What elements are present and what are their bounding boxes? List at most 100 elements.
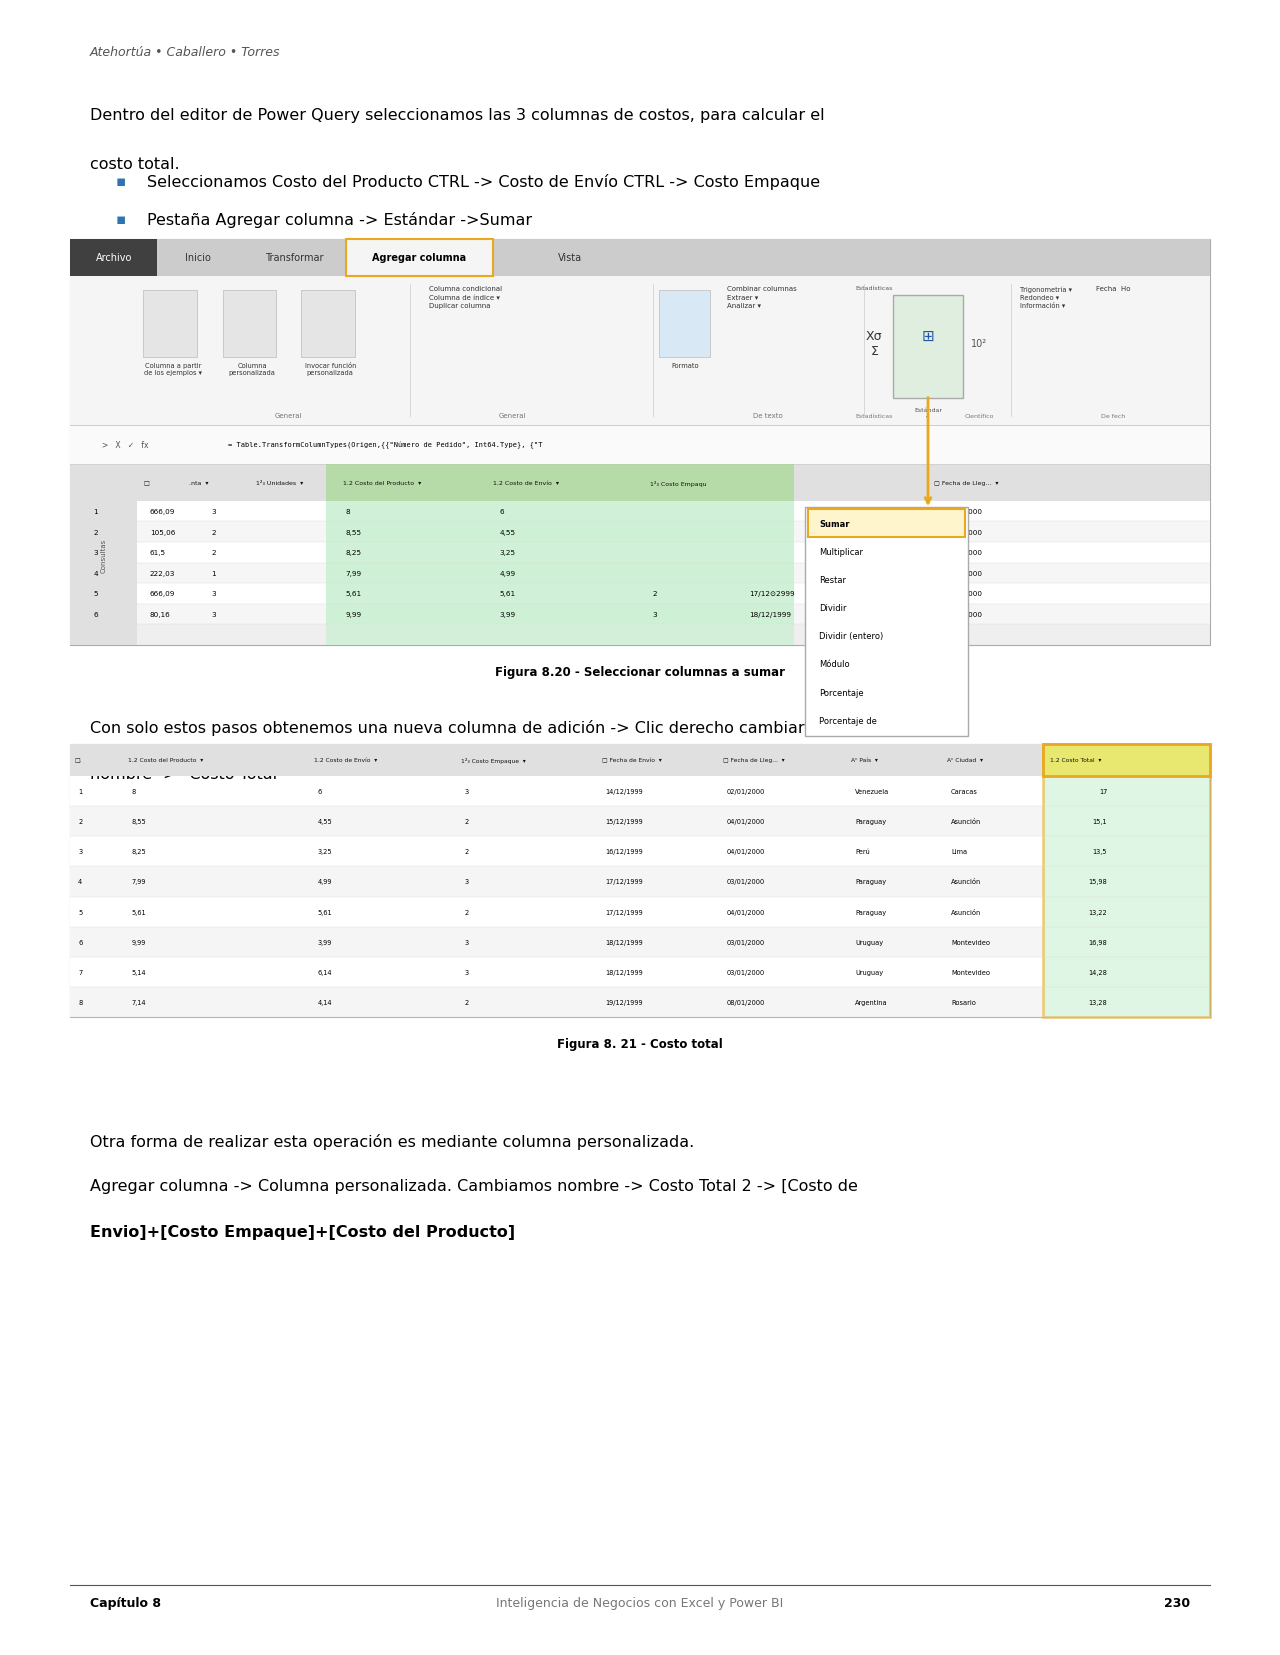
Text: □.: □. bbox=[74, 758, 82, 763]
Text: 17/12/1999: 17/12/1999 bbox=[605, 879, 643, 885]
Text: 999: 999 bbox=[851, 571, 865, 576]
Text: 14,28: 14,28 bbox=[1088, 970, 1107, 975]
Text: 13,5: 13,5 bbox=[1093, 849, 1107, 854]
FancyBboxPatch shape bbox=[480, 543, 634, 563]
Text: 16,98: 16,98 bbox=[1088, 940, 1107, 945]
Text: 666,09: 666,09 bbox=[150, 591, 175, 597]
Text: 5,61: 5,61 bbox=[132, 909, 146, 915]
FancyBboxPatch shape bbox=[893, 296, 963, 399]
Text: 6: 6 bbox=[317, 788, 321, 794]
Text: >   X   ✓   fx: > X ✓ fx bbox=[102, 440, 148, 450]
Text: 2: 2 bbox=[465, 819, 468, 824]
Text: 3: 3 bbox=[211, 612, 216, 617]
Text: Uruguay: Uruguay bbox=[855, 970, 883, 975]
FancyBboxPatch shape bbox=[480, 521, 634, 543]
FancyBboxPatch shape bbox=[70, 240, 1210, 645]
FancyBboxPatch shape bbox=[326, 501, 480, 521]
Text: 4: 4 bbox=[93, 571, 99, 576]
FancyBboxPatch shape bbox=[70, 927, 1043, 957]
Text: 04/01/2000: 04/01/2000 bbox=[941, 530, 983, 535]
Text: Figura 8. 21 - Costo total: Figura 8. 21 - Costo total bbox=[557, 1038, 723, 1051]
Text: 15/12/1999: 15/12/1999 bbox=[605, 819, 643, 824]
FancyBboxPatch shape bbox=[301, 291, 355, 357]
Text: Montevideo: Montevideo bbox=[951, 970, 989, 975]
FancyBboxPatch shape bbox=[137, 563, 1210, 584]
Text: 3,25: 3,25 bbox=[317, 849, 332, 854]
Text: Transformar: Transformar bbox=[265, 253, 324, 263]
Text: 17: 17 bbox=[1098, 788, 1107, 794]
Text: 5,61: 5,61 bbox=[317, 909, 332, 915]
FancyBboxPatch shape bbox=[326, 604, 480, 626]
Text: 80,16: 80,16 bbox=[150, 612, 170, 617]
FancyBboxPatch shape bbox=[223, 291, 276, 357]
Text: 8,25: 8,25 bbox=[132, 849, 147, 854]
FancyBboxPatch shape bbox=[480, 465, 634, 645]
Text: 7,99: 7,99 bbox=[132, 879, 146, 885]
Text: 1²₃ Costo Empaqu: 1²₃ Costo Empaqu bbox=[650, 480, 707, 487]
FancyBboxPatch shape bbox=[70, 745, 1210, 776]
FancyBboxPatch shape bbox=[1043, 745, 1210, 1018]
FancyBboxPatch shape bbox=[634, 584, 794, 604]
FancyBboxPatch shape bbox=[480, 584, 634, 604]
Text: 02/01/2000: 02/01/2000 bbox=[727, 788, 765, 794]
Text: Porcentaje: Porcentaje bbox=[819, 688, 864, 697]
Text: 6,14: 6,14 bbox=[317, 970, 332, 975]
Text: 8: 8 bbox=[346, 508, 351, 515]
Text: 7,14: 7,14 bbox=[132, 1000, 146, 1006]
Text: 18/12/1999: 18/12/1999 bbox=[605, 940, 643, 945]
Text: 19/12/1999: 19/12/1999 bbox=[605, 1000, 643, 1006]
Text: Columna condicional
Columna de índice ▾
Duplicar columna: Columna condicional Columna de índice ▾ … bbox=[429, 286, 502, 309]
FancyBboxPatch shape bbox=[70, 776, 1043, 806]
FancyBboxPatch shape bbox=[70, 276, 1210, 425]
Text: 4,99: 4,99 bbox=[317, 879, 332, 885]
Text: ▢ Fecha de Lleg...  ▾: ▢ Fecha de Lleg... ▾ bbox=[723, 758, 785, 763]
Text: 1.2 Costo del Producto  ▾: 1.2 Costo del Producto ▾ bbox=[128, 758, 204, 763]
FancyBboxPatch shape bbox=[346, 240, 493, 276]
Text: 13,28: 13,28 bbox=[1088, 1000, 1107, 1006]
Text: Módulo: Módulo bbox=[819, 660, 850, 669]
FancyBboxPatch shape bbox=[480, 604, 634, 626]
Text: ▢ Fecha de Lleg...  ▾: ▢ Fecha de Lleg... ▾ bbox=[934, 480, 998, 487]
Text: 4,99: 4,99 bbox=[499, 571, 516, 576]
Text: ▪: ▪ bbox=[115, 212, 125, 227]
FancyBboxPatch shape bbox=[70, 957, 1043, 988]
Text: 8,25: 8,25 bbox=[346, 549, 362, 556]
Text: 999: 999 bbox=[851, 549, 865, 556]
Text: 17/12⊙2999: 17/12⊙2999 bbox=[749, 591, 795, 597]
Text: 03/01/2000: 03/01/2000 bbox=[727, 940, 765, 945]
Text: Restar: Restar bbox=[819, 576, 846, 584]
Text: Perú: Perú bbox=[855, 849, 870, 854]
Text: 5: 5 bbox=[93, 591, 99, 597]
FancyBboxPatch shape bbox=[326, 584, 480, 604]
Text: 13,22: 13,22 bbox=[1088, 909, 1107, 915]
FancyBboxPatch shape bbox=[634, 543, 794, 563]
Text: 10²: 10² bbox=[972, 338, 987, 349]
Text: De fech: De fech bbox=[1102, 414, 1125, 419]
Text: 999: 999 bbox=[851, 591, 865, 597]
Text: Capítulo 8: Capítulo 8 bbox=[90, 1595, 160, 1609]
Text: 105,06: 105,06 bbox=[150, 530, 175, 535]
Text: Figura 8.20 - Seleccionar columnas a sumar: Figura 8.20 - Seleccionar columnas a sum… bbox=[495, 665, 785, 679]
Text: 2: 2 bbox=[211, 549, 216, 556]
Text: 3: 3 bbox=[653, 612, 658, 617]
FancyBboxPatch shape bbox=[70, 465, 137, 645]
Text: 03/01/2000: 03/01/2000 bbox=[941, 612, 983, 617]
Text: 6: 6 bbox=[499, 508, 504, 515]
Text: 2: 2 bbox=[465, 849, 468, 854]
Text: 5,14: 5,14 bbox=[132, 970, 146, 975]
Text: 6: 6 bbox=[78, 940, 82, 945]
Text: Consultas: Consultas bbox=[101, 538, 106, 573]
Text: 15,1: 15,1 bbox=[1093, 819, 1107, 824]
FancyBboxPatch shape bbox=[326, 465, 480, 645]
Text: Trigonometría ▾
Redondeo ▾
Información ▾: Trigonometría ▾ Redondeo ▾ Información ▾ bbox=[1020, 286, 1073, 309]
Text: 3: 3 bbox=[465, 970, 468, 975]
Text: □: □ bbox=[143, 480, 150, 487]
Text: Agregar columna: Agregar columna bbox=[372, 253, 466, 263]
Text: Asunción: Asunción bbox=[951, 819, 982, 824]
Text: 3: 3 bbox=[465, 788, 468, 794]
FancyBboxPatch shape bbox=[659, 291, 710, 357]
FancyBboxPatch shape bbox=[326, 465, 480, 501]
Text: Asunción: Asunción bbox=[951, 909, 982, 915]
Text: 16/12/1999: 16/12/1999 bbox=[605, 849, 643, 854]
Text: 04/01/2000: 04/01/2000 bbox=[727, 909, 765, 915]
